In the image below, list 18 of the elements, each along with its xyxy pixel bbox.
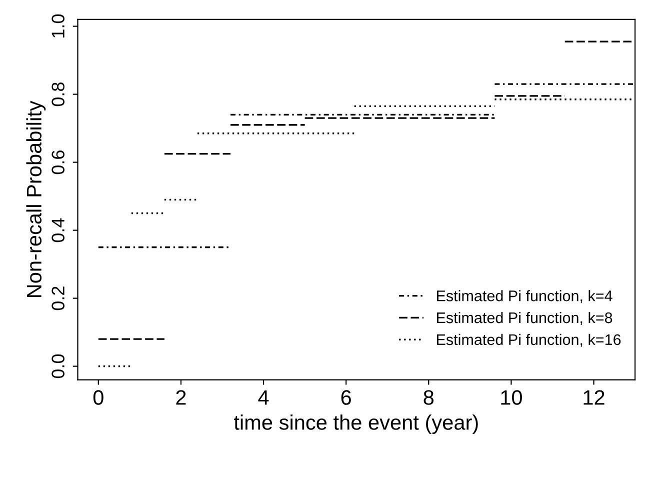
x-tick-label: 0 <box>93 390 104 405</box>
y-axis-title: Non-recall Probability <box>26 100 46 297</box>
y-tick-label: 0.4 <box>52 218 64 242</box>
y-tick-label: 0.8 <box>52 82 64 106</box>
x-tick-label: 12 <box>584 390 604 405</box>
x-tick-label: 4 <box>258 390 269 405</box>
legend-label: Estimated Pi function, k=16 <box>436 334 621 347</box>
x-tick-label: 8 <box>424 390 434 405</box>
x-tick-label: 6 <box>341 390 351 405</box>
y-tick-label: 0.0 <box>52 354 64 378</box>
x-tick-label: 2 <box>176 390 186 405</box>
y-tick-label: 0.2 <box>52 286 64 310</box>
y-tick-label: 1.0 <box>52 14 64 38</box>
legend-label: Estimated Pi function, k=4 <box>436 290 612 304</box>
x-axis-title: time since the event (year) <box>234 414 478 434</box>
y-tick-label: 0.6 <box>52 150 64 174</box>
x-tick-label: 10 <box>501 390 522 405</box>
legend-label: Estimated Pi function, k=8 <box>436 312 612 325</box>
